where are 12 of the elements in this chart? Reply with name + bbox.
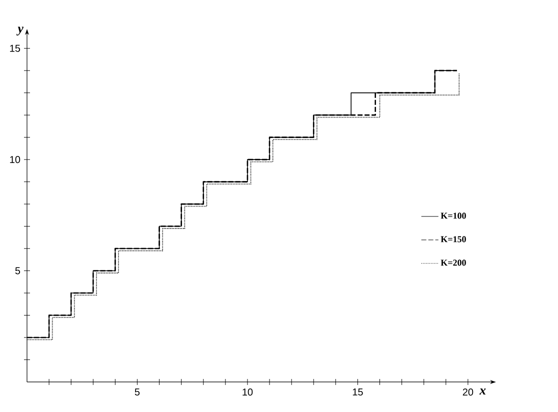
legend-label: K=150 — [440, 236, 466, 242]
y-tick-label: 5 — [15, 267, 20, 274]
y-axis-title: y — [16, 26, 24, 36]
x-tick-label: 20 — [462, 388, 474, 396]
legend-label: K=200 — [440, 260, 466, 266]
y-tick-label: 10 — [10, 156, 20, 164]
x-axis-title: x — [479, 388, 486, 394]
legend-label: K=100 — [440, 212, 466, 219]
x-tick-label: 5 — [134, 388, 140, 396]
x-tick-label: 15 — [352, 388, 363, 396]
x-tick-label: 10 — [242, 388, 253, 396]
y-tick-label: 15 — [10, 44, 20, 52]
